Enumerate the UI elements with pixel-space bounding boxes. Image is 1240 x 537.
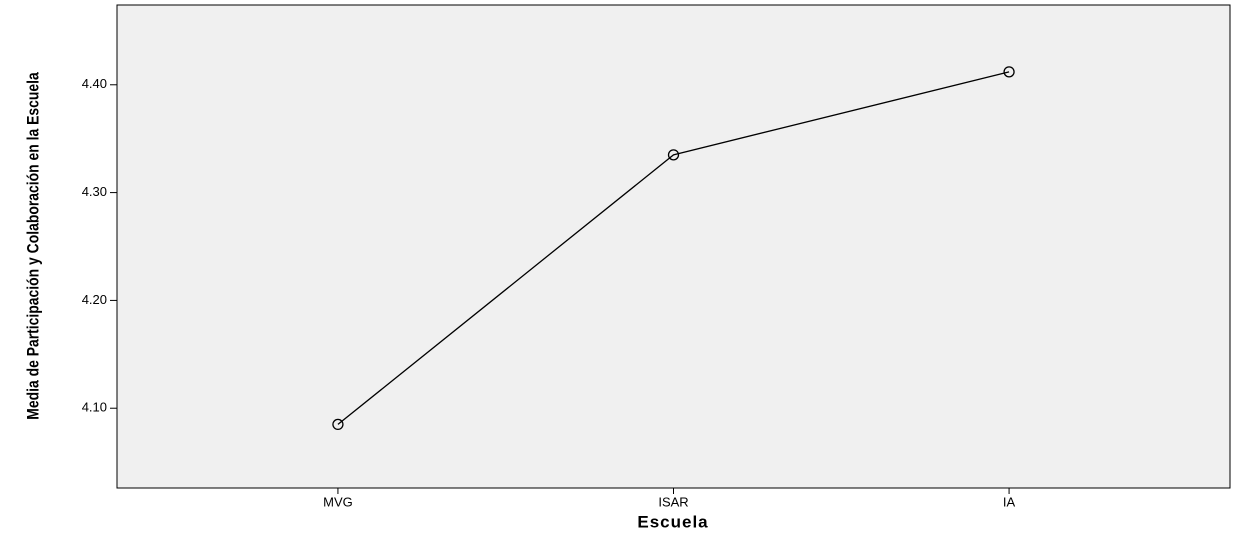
y-axis-title: Media de Participación y Colaboración en… (24, 72, 43, 420)
x-tick-label: MVG (323, 494, 353, 509)
marker (667, 149, 680, 161)
x-tick-label: ISAR (658, 494, 688, 509)
y-tick-label: 4.30 (82, 184, 107, 199)
y-tick-label: 4.10 (82, 400, 107, 415)
marker (332, 418, 344, 431)
marker (1003, 66, 1015, 78)
plot-area (116, 4, 1231, 489)
x-axis-title: Escuela (637, 512, 708, 531)
y-tick-label: 4.40 (82, 76, 107, 91)
y-tick-label: 4.20 (82, 292, 107, 307)
line (337, 71, 1010, 425)
x-tick-label: IA (1003, 494, 1016, 509)
